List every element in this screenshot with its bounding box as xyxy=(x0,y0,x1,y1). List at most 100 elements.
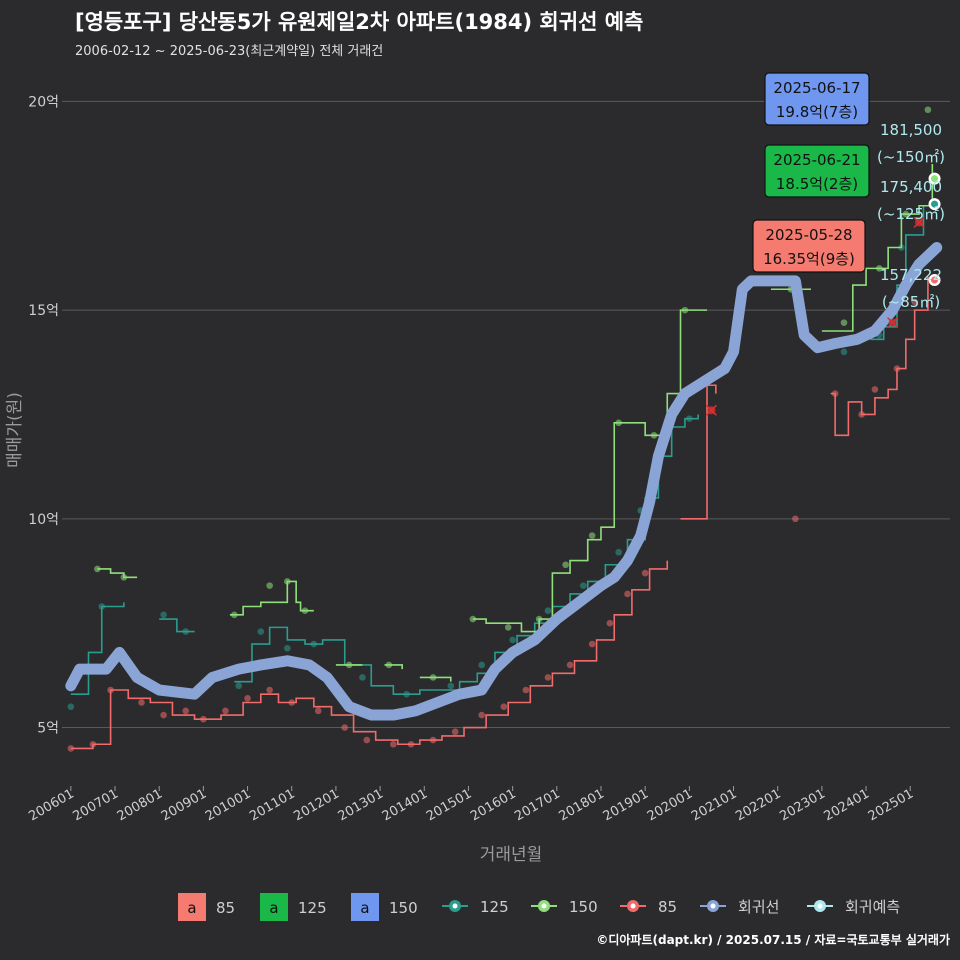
callout-box-125 xyxy=(764,144,870,198)
series-line-150 xyxy=(821,164,934,332)
legend-label: 150 xyxy=(389,899,418,917)
trade-point xyxy=(160,611,167,619)
x-tick-label: 202501 xyxy=(866,786,916,824)
prediction-marker-core-150 xyxy=(931,175,939,183)
callout-price: 19.8억(7층) xyxy=(776,103,858,121)
trade-point xyxy=(562,561,569,569)
trade-point xyxy=(580,582,587,589)
x-axis-label: 거래년월 xyxy=(480,845,543,865)
legend-key-box xyxy=(178,893,206,921)
legend-key-box xyxy=(260,893,288,921)
x-tick-label: 201901 xyxy=(601,786,651,824)
y-tick-label: 20억 xyxy=(28,94,59,110)
legend: a 85 a 125 a 150 125 150 85 회귀선 회귀예측 xyxy=(178,893,900,921)
trade-point xyxy=(284,644,291,652)
trade-point xyxy=(94,565,101,573)
trade-point xyxy=(840,348,848,356)
outlier-markers xyxy=(705,216,925,416)
x-tick-label: 200601 xyxy=(26,786,76,824)
x-tick-label: 201301 xyxy=(336,786,386,824)
trade-point xyxy=(222,707,229,715)
callout-price: 18.5억(2층) xyxy=(776,175,858,193)
series-line-85 xyxy=(830,276,929,437)
callout-box-150 xyxy=(764,72,870,126)
series-line-150 xyxy=(229,580,314,616)
trade-point xyxy=(138,699,145,706)
chart-subtitle: 2006-02-12 ~ 2025-06-23(최근계약일) 전체 거래건 xyxy=(75,44,384,59)
chart-title: [영등포구] 당산동5가 유원제일2차 아파트(1984) 회귀선 예측 xyxy=(75,10,644,34)
callout-date: 2025-05-28 xyxy=(765,226,852,244)
prediction-marker-core-85 xyxy=(931,276,939,284)
series-line-125 xyxy=(870,205,925,341)
trade-point xyxy=(363,736,371,744)
prediction-marker-core-125 xyxy=(931,200,939,208)
x-tick-label: 200801 xyxy=(115,786,165,824)
trade-point xyxy=(606,619,614,627)
y-tick-label: 5억 xyxy=(37,721,59,737)
trade-point xyxy=(359,674,366,681)
legend-line-dot-core xyxy=(710,903,716,909)
prediction-markers: 181,500 (~150㎡) 175,400 (~125㎡) 157,222 (~85㎡… xyxy=(877,121,945,311)
x-tick-label: 202301 xyxy=(777,786,827,824)
x-tick-label: 201401 xyxy=(380,786,430,824)
source-credit: ©디아파트(dapt.kr) / 2025.07.15 / 자료=국토교통부 실… xyxy=(596,933,950,947)
trade-point xyxy=(624,590,631,598)
trade-point xyxy=(522,686,530,694)
legend-label: 회귀선 xyxy=(738,898,779,916)
legend-key-glyph: a xyxy=(187,899,196,917)
y-axis-label: 매매가(원) xyxy=(5,392,25,468)
trade-point xyxy=(588,532,596,539)
trade-point xyxy=(615,548,622,556)
series-line-150 xyxy=(384,664,403,670)
trade-point xyxy=(792,515,799,523)
trade-point xyxy=(924,106,932,114)
callout-box-85 xyxy=(752,219,866,273)
trade-point xyxy=(504,624,512,631)
x-tick-label: 201201 xyxy=(291,786,341,824)
series-line-150 xyxy=(97,568,138,579)
regression-path xyxy=(65,242,943,721)
trade-point xyxy=(390,740,397,748)
trade-point xyxy=(509,636,516,644)
x-tick-label: 202101 xyxy=(689,786,739,824)
trade-point xyxy=(67,745,75,752)
price-callouts: 2025-06-17 19.8억(7층) 2025-06-21 18.5억(2층) 20… xyxy=(752,72,870,273)
prediction-area-label: (~150㎡) xyxy=(877,148,945,166)
callout-date: 2025-06-21 xyxy=(773,151,860,169)
legend-label: 85 xyxy=(658,898,677,916)
legend-key-glyph: a xyxy=(269,899,278,917)
prediction-value-label: 157,222 xyxy=(880,266,942,284)
prediction-value-label: 175,400 xyxy=(880,178,942,196)
series-line-150 xyxy=(472,309,708,633)
prediction-area-label: (~85㎡) xyxy=(882,293,940,311)
trade-point xyxy=(182,707,190,715)
trade-point xyxy=(478,711,486,719)
trade-point xyxy=(67,703,75,710)
x-tick-label: 201601 xyxy=(468,786,518,824)
x-tick-label: 201701 xyxy=(512,786,562,824)
x-tick-label: 202401 xyxy=(822,786,872,824)
legend-key-box xyxy=(351,893,379,921)
trade-point xyxy=(314,707,322,715)
trade-point xyxy=(911,298,918,306)
trade-point xyxy=(244,695,251,702)
x-tick-label: 200901 xyxy=(159,786,209,824)
trade-point xyxy=(871,386,879,393)
series-line-85 xyxy=(680,384,717,520)
trade-point xyxy=(500,703,508,710)
prediction-area-label: (~125㎡) xyxy=(877,205,945,223)
legend-label: 회귀예측 xyxy=(845,898,900,916)
trade-point xyxy=(447,682,455,690)
trade-point xyxy=(478,661,486,669)
outlier-cross xyxy=(705,404,717,416)
x-tick-label: 201801 xyxy=(556,786,606,824)
y-tick-label: 15억 xyxy=(28,303,59,319)
series-line-150 xyxy=(419,676,452,682)
trade-point xyxy=(266,686,273,694)
trade-point xyxy=(544,607,552,614)
series-line-85 xyxy=(70,560,669,750)
x-tick-label: 202201 xyxy=(733,786,783,824)
legend-label: 85 xyxy=(216,899,235,917)
legend-key-glyph: a xyxy=(360,899,369,917)
